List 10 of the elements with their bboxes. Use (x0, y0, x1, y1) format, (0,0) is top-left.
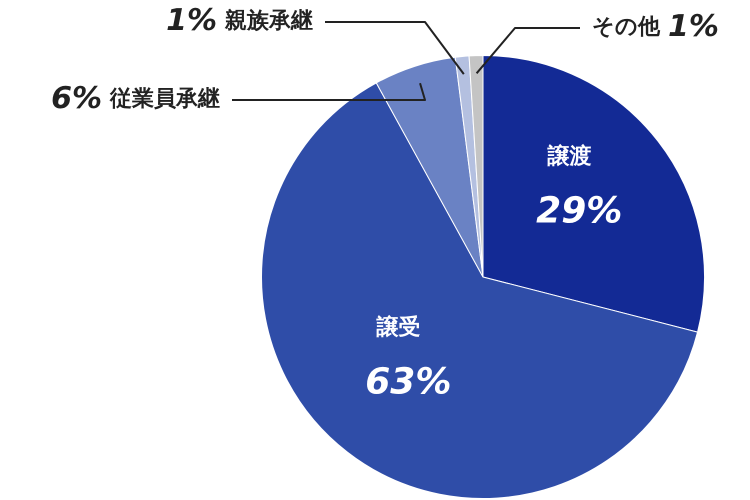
data-label: 1% (166, 2, 218, 38)
data-label: 29% (536, 190, 622, 232)
slice-label: その他 (592, 14, 661, 40)
data-label: 6% (51, 80, 102, 116)
slice-label: 譲受 (375, 314, 420, 340)
data-label: 63% (365, 361, 452, 402)
slice-label: 親族承継 (224, 8, 313, 34)
slice-label: 従業員承継 (109, 86, 220, 112)
data-label: 1% (668, 8, 719, 44)
slice-label: 譲渡 (546, 143, 592, 170)
